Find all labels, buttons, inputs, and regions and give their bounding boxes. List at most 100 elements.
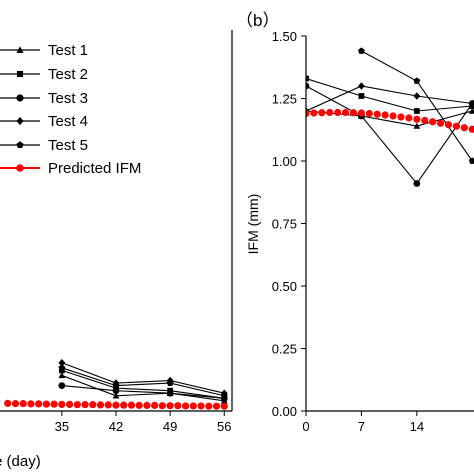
panel-b-series-test-1-point xyxy=(468,107,474,114)
panel-a-series-predicted-ifm-point xyxy=(151,401,159,410)
panel-b-series-predicted-ifm-point xyxy=(373,110,381,118)
panel-b-series-predicted-ifm-point xyxy=(326,108,334,117)
legend-entry-test-4: Test 4 xyxy=(0,113,88,130)
panel-a-series-test-4-point xyxy=(58,359,66,367)
panel-a-series-predicted-ifm-point xyxy=(143,401,151,410)
panel-b-y-tick-label: 1.50 xyxy=(272,29,297,44)
panel-b-x-tick-label: 14 xyxy=(410,419,424,434)
panel-b-series-test-4-point xyxy=(358,82,365,90)
panel-a-series-test-2-line xyxy=(61,369,225,399)
panel-b-series-predicted-ifm-point xyxy=(334,108,342,117)
panel-b-series-predicted-ifm-point xyxy=(413,115,421,123)
panel-b-series-predicted-ifm-point xyxy=(397,113,405,121)
panel-a-series-predicted-ifm xyxy=(4,399,228,410)
panel-a-x-tick-label: 35 xyxy=(55,419,69,434)
legend-label: Test 2 xyxy=(48,66,88,83)
panel-a-series-predicted-ifm-point xyxy=(197,402,205,410)
panel-a-series-test-5-point xyxy=(58,364,66,371)
panel-a-series-predicted-ifm-point xyxy=(96,401,105,409)
panel-b-series-predicted-ifm-point xyxy=(468,125,474,133)
panel-b-series-test-1-point xyxy=(413,122,421,129)
legend-entry-test-2: Test 2 xyxy=(0,66,88,83)
panel-a-series-test-5-point xyxy=(166,379,174,386)
panel-a-series-test-3-line xyxy=(61,385,225,399)
panel-a-series-test-1-line xyxy=(61,374,225,402)
panel-b-series-test-2-point xyxy=(413,108,420,114)
panel-a-series-test-3-point xyxy=(58,382,66,389)
panel-b-y-tick-label: 0.50 xyxy=(272,279,297,294)
panel-a-series-predicted-ifm-point xyxy=(120,401,128,409)
panel-a-series-predicted-ifm-point xyxy=(205,402,213,410)
panel-a-series-predicted-ifm-point xyxy=(127,401,136,409)
panel-a-series-test-3-point xyxy=(166,389,174,397)
panel-a-series-predicted-ifm-point xyxy=(50,400,58,408)
panel-a-series-predicted-ifm-point xyxy=(189,402,197,410)
panel-b-series-test-1-line xyxy=(306,110,473,127)
panel-b-series-predicted-ifm-point xyxy=(444,121,453,129)
panel-a-series-predicted-ifm-point xyxy=(220,402,228,410)
panel-b-series-predicted-ifm-point xyxy=(310,109,318,117)
panel-a-series-predicted-ifm-point xyxy=(182,402,190,410)
panel-a-series-predicted-ifm-point xyxy=(112,401,120,409)
panel-a-chart: 35 42 49 56 Test 1 Test 2 Test 3 Test 4 Test 5 P… xyxy=(0,30,233,470)
legend-label: Test 5 xyxy=(48,137,88,154)
panel-a-series-predicted-ifm-point xyxy=(19,400,27,408)
panel-b-series-test-4-point xyxy=(413,92,421,100)
panel-b-series-test-5 xyxy=(358,47,474,164)
panel-a-x-tick-label: 42 xyxy=(109,419,123,434)
panel-b-series-predicted-ifm-point xyxy=(421,116,429,125)
legend-marker xyxy=(16,117,24,125)
panel-b-series-test-4-line xyxy=(306,85,473,112)
panel-b-series-test-3 xyxy=(306,82,474,187)
panel-a-series-test-5-point xyxy=(112,382,120,389)
panel-b-chart: 0.00 0.25 0.50 0.75 1.00 1.25 1.50 0 7 14 （b） IFM… xyxy=(236,11,474,434)
panel-b-series-test-4-point xyxy=(468,99,474,108)
panel-b-series-predicted-ifm-point xyxy=(429,118,437,126)
legend-marker xyxy=(16,141,24,149)
panel-b-series-test-5-point xyxy=(468,157,474,164)
panel-b-series-test-4 xyxy=(306,82,474,115)
panel-a-series-predicted-ifm-point xyxy=(89,401,97,409)
panel-a-series-predicted-ifm-point xyxy=(11,400,20,408)
panel-a-series-predicted-ifm-point xyxy=(42,400,51,408)
panel-a-x-axis-label: e (day) xyxy=(0,453,41,470)
panel-b-series-test-2-point xyxy=(306,75,309,82)
panel-a-series-predicted-ifm-point xyxy=(27,400,35,408)
panel-b-series-predicted-ifm-point xyxy=(341,108,350,117)
panel-a-plot-area xyxy=(4,359,228,410)
panel-b-series-predicted-ifm-point xyxy=(306,109,310,118)
panel-b-series-test-3-point xyxy=(413,180,421,187)
panel-b-series-predicted-ifm-point xyxy=(436,119,445,127)
panel-b-series-predicted-ifm-point xyxy=(349,109,358,117)
panel-b-axes: 0.00 0.25 0.50 0.75 1.00 1.25 1.50 0 7 14 xyxy=(272,29,474,434)
panel-a-series-predicted-ifm-point xyxy=(212,402,221,410)
legend-marker xyxy=(16,94,24,102)
panel-b-y-axis-label: IFM (mm) xyxy=(245,194,261,255)
panel-b-series-predicted-ifm-point xyxy=(405,114,413,122)
legend-entry-test-1: Test 1 xyxy=(0,42,88,59)
legend-entry-test-3: Test 3 xyxy=(0,90,88,107)
panel-a-series-predicted-ifm-point xyxy=(81,401,89,409)
panel-a-series-test-3 xyxy=(58,382,228,402)
panel-a-legend: Test 1 Test 2 Test 3 Test 4 Test 5 Predicted … xyxy=(0,42,141,177)
panel-a-series-predicted-ifm-point xyxy=(73,401,81,409)
panel-b-plot-area xyxy=(306,47,474,187)
panel-b-series-test-2-line xyxy=(306,77,473,112)
panel-b-series-predicted-ifm-point xyxy=(318,109,326,117)
panel-b-series-test-5-point xyxy=(358,47,365,54)
panel-b-y-tick-label: 1.25 xyxy=(272,92,297,107)
panel-a-series-predicted-ifm-point xyxy=(166,402,174,410)
panel-b-series-test-3-point xyxy=(306,82,310,90)
panel-b-series-predicted-ifm-point xyxy=(389,112,397,120)
panel-a-series-test-4-line xyxy=(61,362,225,394)
panel-a-series-predicted-ifm-point xyxy=(58,400,66,408)
panel-b-y-tick-label: 0.25 xyxy=(272,342,297,357)
legend-entry-predicted-ifm: Predicted IFM xyxy=(0,160,141,177)
legend-label: Predicted IFM xyxy=(48,160,141,177)
panel-a-series-predicted-ifm-point xyxy=(135,401,143,410)
panel-a-series-test-5-point xyxy=(220,392,228,399)
legend-marker xyxy=(16,70,24,78)
panel-b-series-predicted-ifm-point xyxy=(460,124,468,132)
panel-b-series-predicted-ifm-point xyxy=(381,111,389,119)
